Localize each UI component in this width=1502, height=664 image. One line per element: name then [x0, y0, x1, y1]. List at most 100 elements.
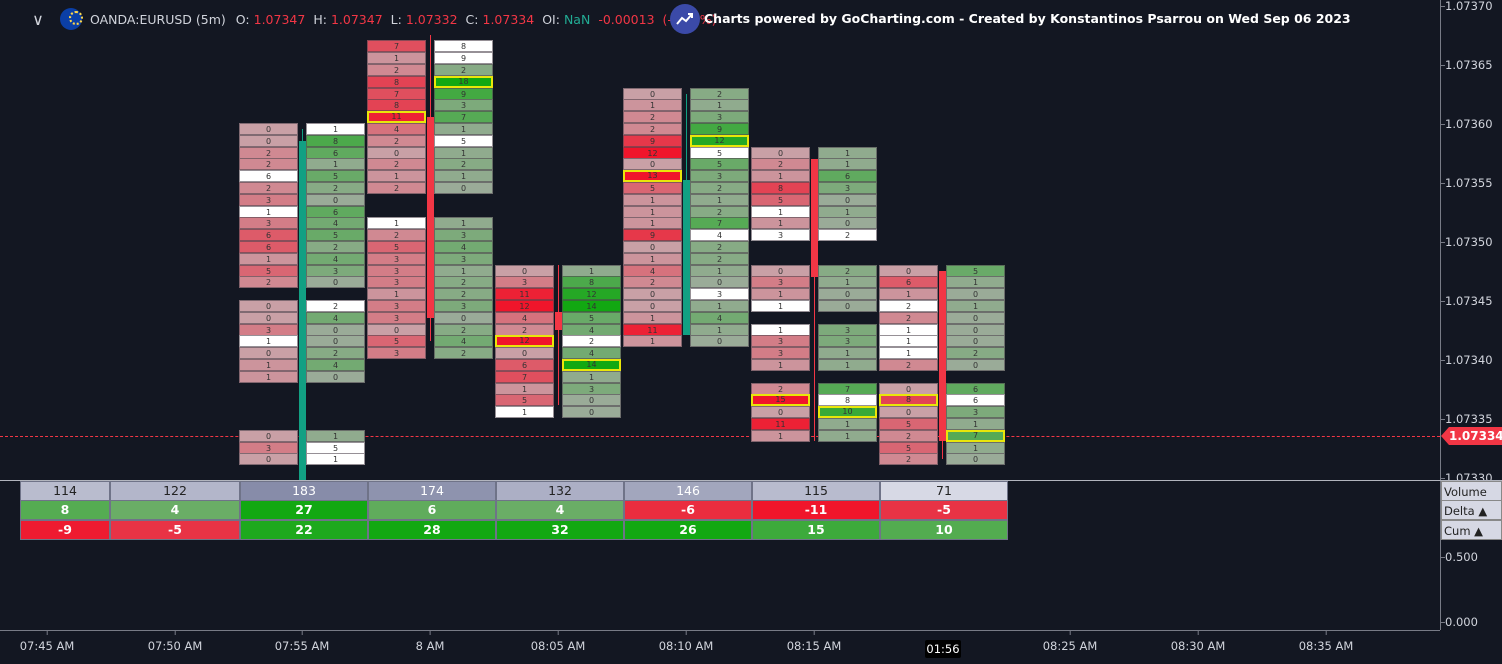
- ask-volume-cell: 0: [818, 193, 877, 206]
- bid-volume-cell: 5: [879, 418, 938, 430]
- time-tick: 08:15 AM: [786, 631, 842, 653]
- pane-separator[interactable]: [0, 480, 1502, 481]
- bid-volume-cell: 2: [367, 64, 426, 76]
- time-tick: 07:55 AM: [274, 631, 330, 653]
- cum-cell: 15: [752, 520, 880, 540]
- symbol-name[interactable]: OANDA:EURUSD (5m): [90, 11, 226, 27]
- ask-volume-cell: 9: [434, 87, 493, 100]
- ask-volume-cell: 18: [434, 75, 493, 88]
- bid-volume-cell: 1: [879, 288, 938, 301]
- ask-volume-cell: 1: [818, 158, 877, 171]
- ask-volume-cell: 5: [434, 134, 493, 147]
- bid-volume-cell: 0: [239, 429, 298, 442]
- ask-volume-cell: 2: [434, 323, 493, 336]
- ask-volume-cell: 3: [818, 182, 877, 194]
- bid-volume-cell: 3: [751, 347, 810, 360]
- bid-volume-cell: 1: [879, 323, 938, 336]
- bid-volume-cell: 0: [623, 241, 682, 253]
- ask-volume-cell: 14: [562, 359, 621, 371]
- ask-volume-cell: 1: [306, 123, 365, 135]
- bid-volume-cell: 2: [879, 300, 938, 312]
- delta-cell: -6: [624, 500, 752, 520]
- bid-volume-cell: 2: [751, 382, 810, 395]
- bid-volume-cell: 2: [367, 182, 426, 194]
- delta-row: 8 4 27 6 4 -6 -11 -5: [20, 500, 1008, 520]
- ask-volume-cell: 0: [306, 370, 365, 383]
- bid-volume-cell: 1: [879, 335, 938, 348]
- bid-volume-cell: 0: [879, 264, 938, 277]
- chevron-down-icon[interactable]: ∨: [32, 9, 44, 29]
- bid-volume-cell: 7: [367, 40, 426, 53]
- price-axis[interactable]: 1.07370 1.07365 1.07360 1.07355 1.07350 1.073…: [1440, 0, 1502, 630]
- bid-volume-cell: 1: [879, 347, 938, 360]
- candle-body-down: [427, 117, 434, 318]
- time-tick: 08:10 AM: [658, 631, 714, 653]
- ask-volume-cell: 3: [690, 111, 749, 124]
- bid-volume-cell: 2: [239, 158, 298, 171]
- volume-cell: 132: [496, 481, 624, 501]
- open-value: 1.07347: [253, 11, 306, 27]
- time-axis[interactable]: 07:45 AM 07:50 AM 07:55 AM 8 AM 08:05 AM 08:1…: [0, 630, 1440, 664]
- bid-volume-cell: 2: [879, 359, 938, 371]
- ask-volume-cell: 4: [306, 217, 365, 230]
- low-label: L:: [390, 11, 402, 27]
- bid-volume-cell: 6: [239, 241, 298, 253]
- bid-volume-cell: 1: [623, 311, 682, 324]
- cum-cell: 10: [880, 520, 1008, 540]
- bid-volume-cell: 2: [367, 158, 426, 171]
- bid-volume-cell: 11: [751, 418, 810, 430]
- delta-cell: 4: [496, 500, 624, 520]
- ask-volume-cell: 1: [690, 323, 749, 336]
- credit-text: Charts powered by GoCharting.com - Creat…: [704, 11, 1351, 26]
- delta-cell: 4: [110, 500, 240, 520]
- price-tick: 1.07340: [1441, 353, 1493, 367]
- bid-volume-cell: 0: [751, 406, 810, 419]
- bid-volume-cell: 8: [879, 394, 938, 407]
- cum-cell: 26: [624, 520, 752, 540]
- ask-volume-cell: 4: [434, 241, 493, 253]
- bid-volume-cell: 3: [239, 441, 298, 454]
- ask-volume-cell: 5: [690, 146, 749, 159]
- bid-volume-cell: 2: [623, 276, 682, 289]
- ask-volume-cell: 3: [690, 170, 749, 183]
- ask-volume-cell: 7: [818, 382, 877, 395]
- volume-label[interactable]: Volume: [1441, 481, 1502, 501]
- bid-volume-cell: 0: [623, 300, 682, 312]
- bid-volume-cell: 1: [239, 370, 298, 383]
- ask-volume-cell: 1: [946, 441, 1005, 454]
- bid-volume-cell: 2: [239, 276, 298, 289]
- bid-volume-cell: 8: [367, 75, 426, 88]
- ask-volume-cell: 0: [562, 394, 621, 407]
- ask-volume-cell: 3: [818, 323, 877, 336]
- ask-volume-cell: 0: [690, 276, 749, 289]
- cum-cell: 22: [240, 520, 368, 540]
- bid-volume-cell: 1: [367, 217, 426, 230]
- bid-volume-cell: 0: [239, 311, 298, 324]
- low-value: 1.07332: [405, 11, 458, 27]
- time-tick: 07:45 AM: [19, 631, 75, 653]
- ask-volume-cell: 7: [434, 111, 493, 124]
- bid-volume-cell: 15: [751, 394, 810, 407]
- indicator-tick: 0.500: [1441, 550, 1478, 564]
- time-tick: 08:35 AM: [1298, 631, 1354, 653]
- ask-volume-cell: 9: [690, 123, 749, 135]
- ask-volume-cell: 1: [306, 453, 365, 466]
- oi-value: NaN: [563, 11, 591, 27]
- ask-volume-cell: 1: [690, 193, 749, 206]
- ask-volume-cell: 1: [818, 276, 877, 289]
- bid-volume-cell: 1: [239, 359, 298, 371]
- ask-volume-cell: 1: [818, 347, 877, 360]
- ask-volume-cell: 3: [434, 252, 493, 265]
- bid-volume-cell: 3: [367, 300, 426, 312]
- ask-volume-cell: 1: [690, 300, 749, 312]
- cum-label[interactable]: Cum ▲: [1441, 520, 1502, 540]
- ask-volume-cell: 5: [306, 170, 365, 183]
- bid-volume-cell: 5: [367, 241, 426, 253]
- delta-cell: -5: [880, 500, 1008, 520]
- delta-cell: -11: [752, 500, 880, 520]
- delta-label[interactable]: Delta ▲: [1441, 500, 1502, 520]
- bid-volume-cell: 3: [367, 347, 426, 360]
- ask-volume-cell: 2: [306, 347, 365, 360]
- bid-volume-cell: 3: [751, 335, 810, 348]
